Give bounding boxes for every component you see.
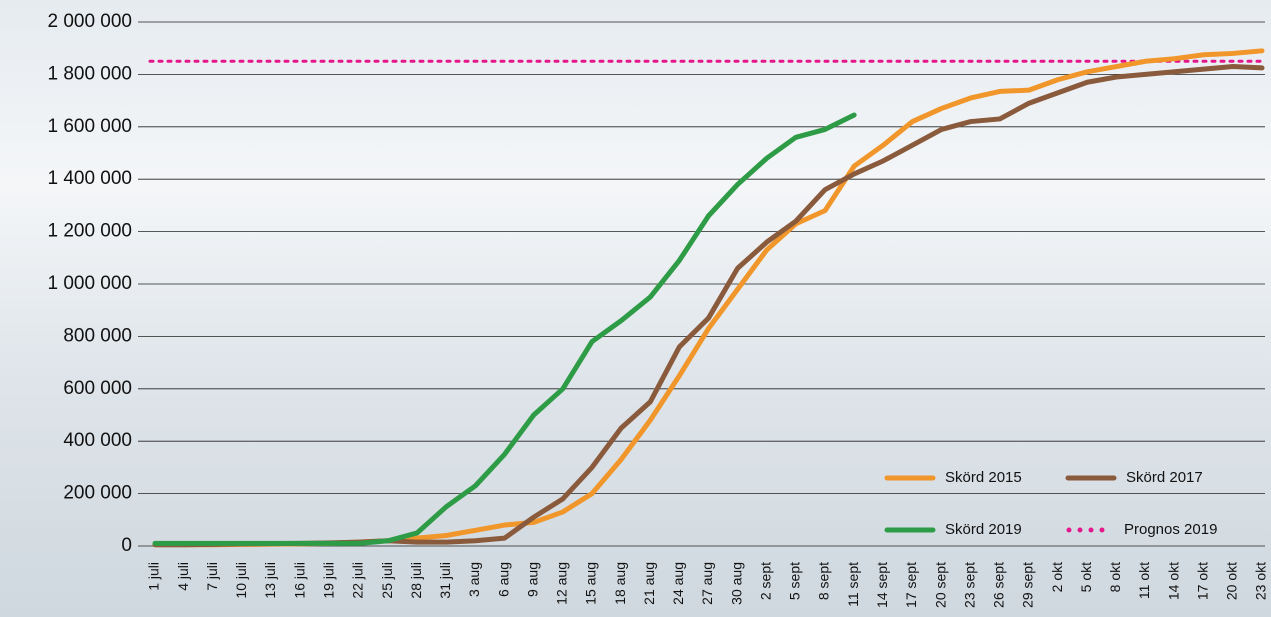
y-tick-label: 400 000 bbox=[63, 430, 132, 451]
y-tick-label: 800 000 bbox=[63, 325, 132, 346]
x-tick-label: 23 okt bbox=[1253, 562, 1269, 600]
x-tick-label: 4 juli bbox=[175, 562, 191, 591]
x-tick-label: 31 juli bbox=[437, 562, 453, 599]
x-tick-label: 5 okt bbox=[1078, 562, 1094, 592]
x-tick-label: 2 sept bbox=[757, 562, 773, 600]
y-tick-label: 1 800 000 bbox=[47, 63, 132, 84]
y-tick-label: 1 200 000 bbox=[47, 221, 132, 242]
page: 0 200 000 400 000 600 000 800 000 1 000 000 1 … bbox=[0, 0, 1271, 617]
x-tick-label: 24 aug bbox=[670, 562, 686, 605]
x-tick-label: 17 okt bbox=[1194, 562, 1210, 600]
x-tick-label: 13 juli bbox=[262, 562, 278, 599]
x-tick-label: 14 okt bbox=[1165, 562, 1181, 600]
x-tick-label: 27 aug bbox=[699, 562, 715, 605]
y-tick-label: 1 400 000 bbox=[47, 168, 132, 189]
x-tick-label: 8 okt bbox=[1107, 562, 1123, 592]
legend-label: Skörd 2017 bbox=[1126, 469, 1203, 486]
x-tick-label: 6 aug bbox=[495, 562, 511, 597]
y-tick-label: 600 000 bbox=[63, 378, 132, 399]
x-tick-label: 10 juli bbox=[233, 562, 249, 599]
x-tick-label: 17 sept bbox=[903, 562, 919, 608]
x-tick-label: 16 juli bbox=[291, 562, 307, 599]
x-tick-label: 21 aug bbox=[641, 562, 657, 605]
x-tick-label: 2 okt bbox=[1049, 562, 1065, 592]
x-tick-label: 14 sept bbox=[874, 562, 890, 608]
x-tick-label: 18 aug bbox=[612, 562, 628, 605]
x-tick-label: 28 juli bbox=[408, 562, 424, 599]
x-tick-label: 12 aug bbox=[554, 562, 570, 605]
x-tick-label: 19 juli bbox=[320, 562, 336, 599]
legend-label: Skörd 2015 bbox=[945, 469, 1022, 486]
y-tick-label: 2 000 000 bbox=[47, 11, 132, 32]
x-tick-label: 5 sept bbox=[787, 562, 803, 600]
x-tick-label: 9 aug bbox=[524, 562, 540, 597]
y-tick-label: 200 000 bbox=[63, 483, 132, 504]
series-line bbox=[155, 67, 1262, 545]
y-tick-label: 1 000 000 bbox=[47, 273, 132, 294]
x-tick-label: 30 aug bbox=[728, 562, 744, 605]
x-tick-label: 20 okt bbox=[1224, 562, 1240, 600]
y-tick-label: 0 bbox=[121, 535, 132, 556]
x-tick-label: 15 aug bbox=[583, 562, 599, 605]
x-tick-label: 7 juli bbox=[204, 562, 220, 591]
x-tick-label: 11 okt bbox=[1136, 562, 1152, 599]
x-tick-label: 1 juli bbox=[146, 562, 162, 591]
x-tick-label: 25 juli bbox=[379, 562, 395, 599]
series-line bbox=[155, 51, 1262, 545]
x-tick-label: 22 juli bbox=[350, 562, 366, 599]
y-tick-label: 1 600 000 bbox=[47, 116, 132, 137]
x-tick-label: 11 sept bbox=[845, 562, 861, 607]
x-tick-label: 29 sept bbox=[1020, 562, 1036, 608]
legend-label: Prognos 2019 bbox=[1124, 521, 1217, 538]
x-tick-label: 20 sept bbox=[932, 562, 948, 608]
x-tick-label: 26 sept bbox=[991, 562, 1007, 608]
x-tick-label: 3 aug bbox=[466, 562, 482, 597]
chart: 0 200 000 400 000 600 000 800 000 1 000 000 1 … bbox=[0, 0, 1271, 617]
x-tick-label: 23 sept bbox=[961, 562, 977, 608]
legend-label: Skörd 2019 bbox=[945, 521, 1022, 538]
x-tick-label: 8 sept bbox=[816, 562, 832, 600]
